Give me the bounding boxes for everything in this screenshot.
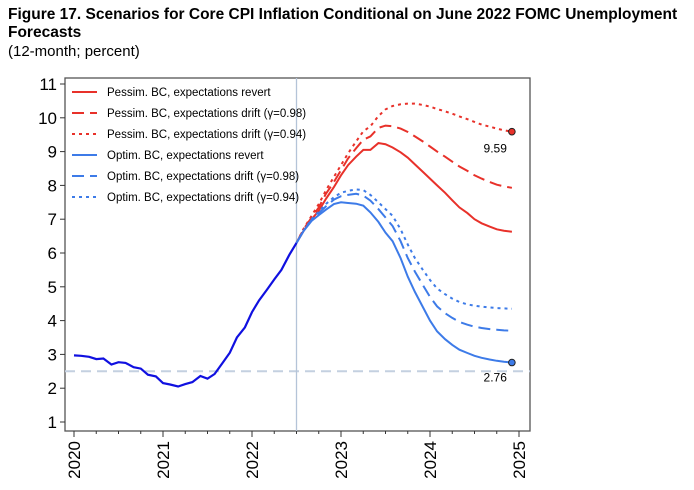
history-line xyxy=(73,242,298,388)
y-tick-label: 1 xyxy=(48,413,57,432)
chart-subtitle: (12-month; percent) xyxy=(8,43,140,60)
plot-frame xyxy=(64,77,531,432)
endpoint-marker xyxy=(508,358,516,367)
x-tick-label: 2023 xyxy=(332,441,351,479)
legend-label: Pessim. BC, expectations drift (γ=0.98) xyxy=(107,108,306,120)
endpoint-label: 2.76 xyxy=(484,371,508,385)
y-tick-label: 7 xyxy=(48,210,57,229)
x-tick-label: 2024 xyxy=(421,441,440,479)
y-tick-label: 3 xyxy=(48,345,57,364)
y-tick-label: 6 xyxy=(48,244,57,263)
x-tick-label: 2021 xyxy=(154,441,173,479)
series-line xyxy=(295,201,512,364)
legend-label: Optim. BC, expectations drift (γ=0.94) xyxy=(107,192,299,204)
series-line xyxy=(295,192,512,332)
y-tick-label: 11 xyxy=(39,75,57,94)
x-tick-label: 2022 xyxy=(243,441,262,479)
x-tick-label: 2025 xyxy=(510,441,529,479)
legend-label: Pessim. BC, expectations revert xyxy=(107,87,271,99)
y-tick-label: 4 xyxy=(48,312,57,331)
endpoint-label: 9.59 xyxy=(484,142,508,156)
legend-label: Optim. BC, expectations drift (γ=0.98) xyxy=(107,171,299,183)
y-tick-label: 2 xyxy=(48,379,57,398)
legend-label: Pessim. BC, expectations drift (γ=0.94) xyxy=(107,129,306,141)
legend-label: Optim. BC, expectations revert xyxy=(107,150,264,162)
series-line xyxy=(295,188,512,310)
chart-title: Figure 17. Scenarios for Core CPI Inflat… xyxy=(8,6,678,41)
y-tick-label: 9 xyxy=(48,143,57,162)
endpoint-marker xyxy=(508,127,516,136)
y-tick-label: 8 xyxy=(48,176,57,195)
y-tick-label: 5 xyxy=(48,278,57,297)
y-tick-label: 10 xyxy=(38,109,57,128)
series-line xyxy=(295,124,513,244)
series-line xyxy=(295,142,513,244)
x-tick-label: 2020 xyxy=(65,441,84,479)
